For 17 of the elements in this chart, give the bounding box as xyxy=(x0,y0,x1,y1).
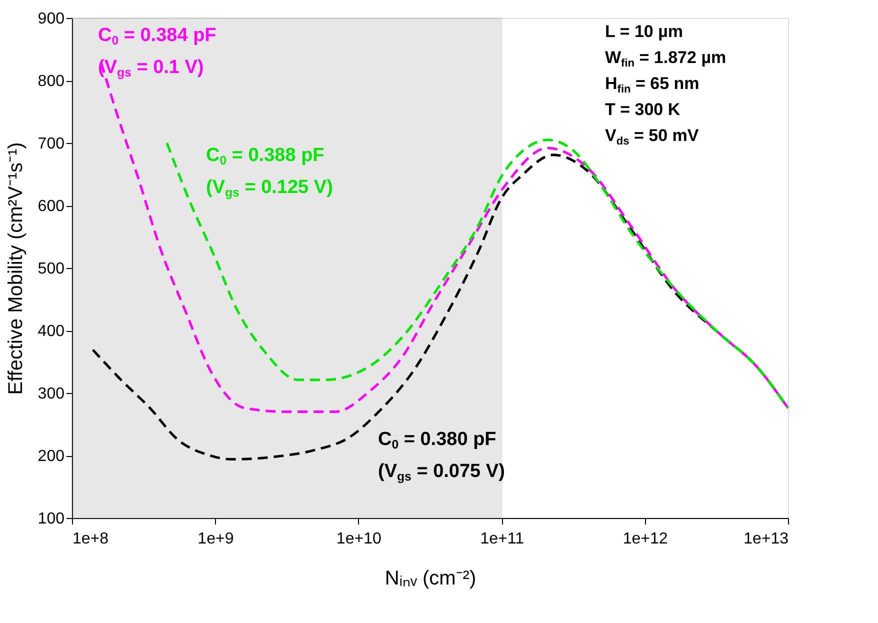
x-tick-label: 1e+13 xyxy=(744,530,789,548)
x-tick-label: 1e+8 xyxy=(72,530,109,548)
y-tick-label: 800 xyxy=(38,73,65,90)
y-axis-title: Effective Mobility (cm²V⁻¹s⁻¹) xyxy=(4,142,27,395)
x-axis-title: Nᵢₙᵥ (cm⁻²) xyxy=(384,568,476,590)
y-tick-label: 600 xyxy=(38,198,65,215)
x-tick-label: 1e+10 xyxy=(336,530,382,548)
y-tick-label: 700 xyxy=(38,136,65,152)
y-tick-label: 300 xyxy=(38,386,65,402)
x-tick-label: 1e+9 xyxy=(198,530,234,548)
y-tick-label: 500 xyxy=(38,260,65,278)
y-tick-label: 100 xyxy=(38,510,65,528)
y-tick-label: 200 xyxy=(38,448,65,465)
y-tick-label: 400 xyxy=(38,323,65,340)
x-tick-label: 1e+12 xyxy=(622,530,668,548)
x-tick-label: 1e+11 xyxy=(480,530,524,548)
y-tick-label: 900 xyxy=(38,10,65,28)
